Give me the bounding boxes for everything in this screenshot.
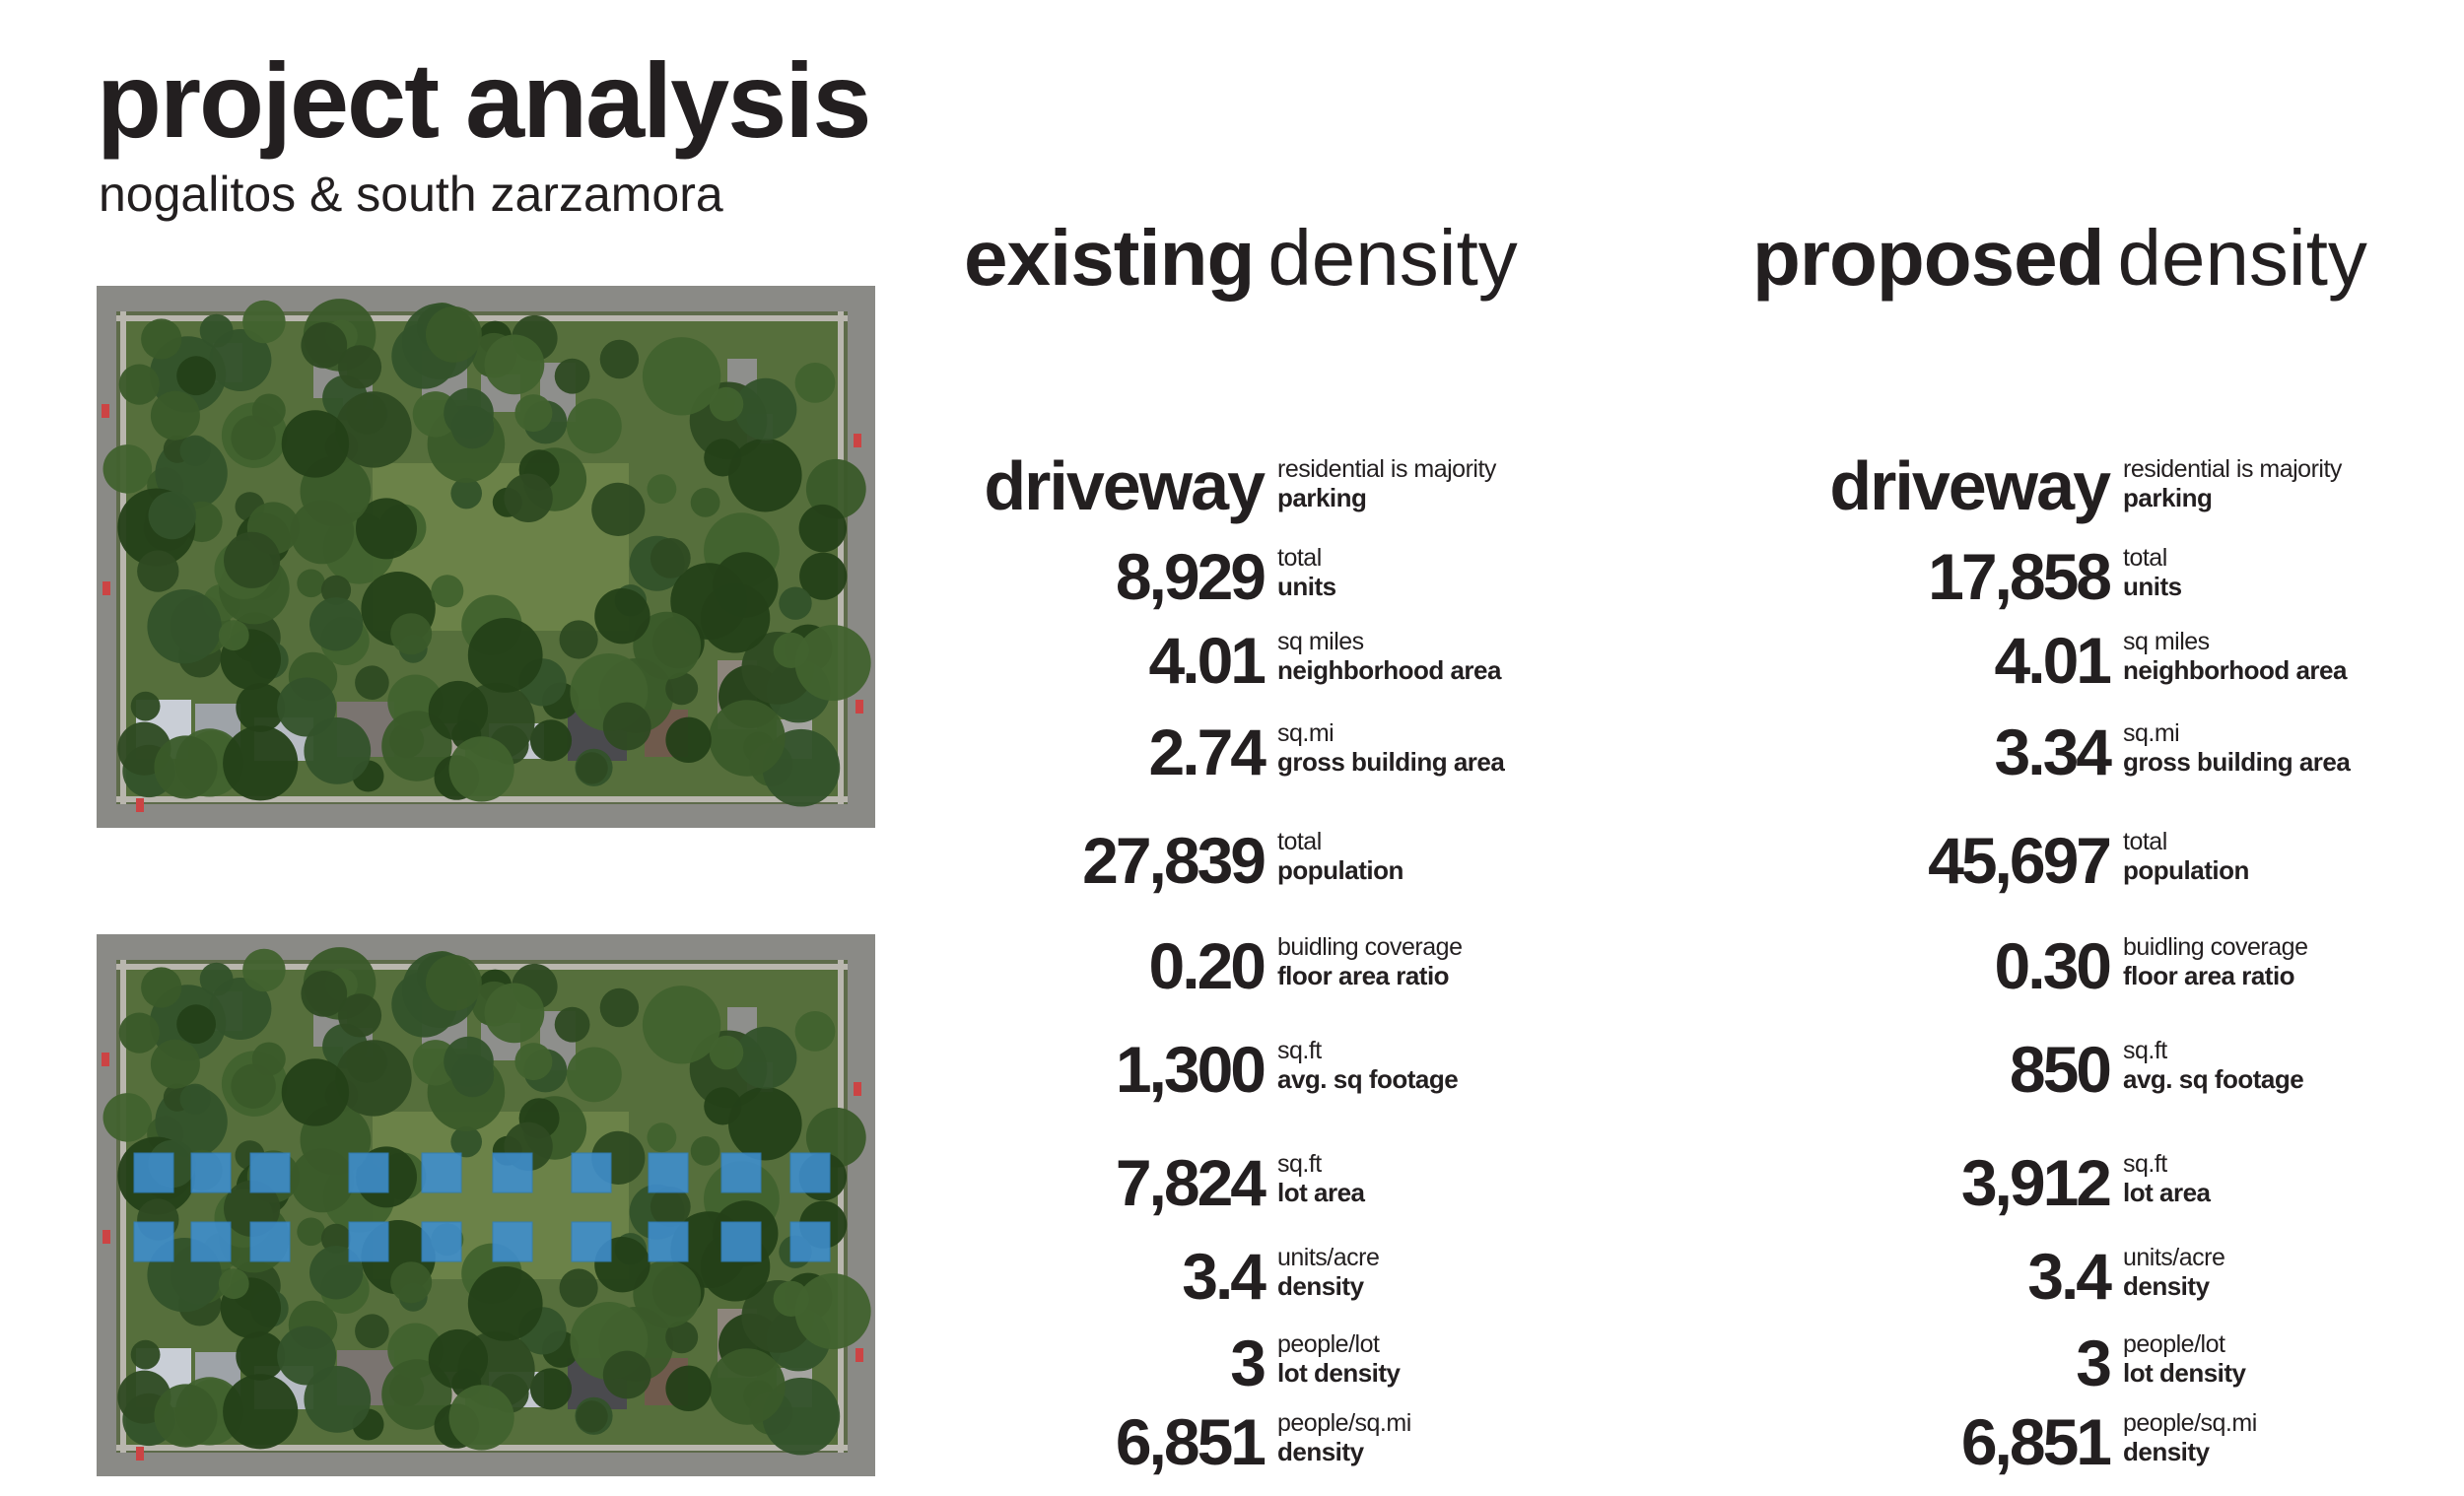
stat-label: density	[1277, 1271, 1364, 1301]
stat-value: 6,851	[1960, 1405, 2112, 1478]
proposed-unit-footprint	[571, 1152, 612, 1193]
proposed-unit-footprint	[720, 1221, 762, 1262]
stat-unit: sq.mi	[2123, 719, 2180, 747]
stat-unit: sq.ft	[2123, 1037, 2167, 1064]
proposed-unit-footprint	[348, 1221, 389, 1262]
stat-label: lot density	[2123, 1358, 2246, 1388]
stat-label: gross building area	[2123, 747, 2351, 777]
existing-density-heading: existing density	[964, 219, 1518, 298]
stat-unit: residential is majority	[1277, 455, 1496, 483]
stat-value: 17,858	[1928, 540, 2112, 613]
stat-value: 0.30	[1994, 929, 2112, 1002]
proposed-unit-footprint	[421, 1221, 462, 1262]
stat-unit: sq.ft	[1277, 1037, 1322, 1064]
stat-value: driveway	[1829, 447, 2111, 524]
proposed-unit-footprint	[133, 1221, 174, 1262]
proposed-unit-footprint	[720, 1152, 762, 1193]
stat-unit: people/sq.mi	[1277, 1409, 1411, 1437]
stat-label: neighborhood area	[2123, 655, 2347, 685]
stat-value: 6,851	[1115, 1405, 1266, 1478]
stat-unit: buidling coverage	[2123, 933, 2308, 961]
stat-label: floor area ratio	[2123, 961, 2295, 990]
proposed-unit-footprint	[249, 1221, 291, 1262]
stat-value: driveway	[984, 447, 1266, 524]
stat-label: population	[1277, 855, 1403, 885]
stat-value: 850	[2009, 1033, 2112, 1106]
stat-value: 3.4	[2027, 1240, 2112, 1313]
stat-value: 27,839	[1082, 824, 1266, 897]
aerial-photo-existing	[97, 286, 875, 828]
stat-value: 3,912	[1960, 1146, 2112, 1219]
stat-value: 4.01	[1994, 624, 2112, 697]
proposed-unit-footprint	[190, 1221, 232, 1262]
stat-value: 1,300	[1115, 1033, 1266, 1106]
stat-value: 0.20	[1148, 929, 1266, 1002]
proposed-unit-footprint	[133, 1152, 174, 1193]
stat-unit: people/sq.mi	[2123, 1409, 2257, 1437]
stat-value: 3.34	[1994, 715, 2112, 788]
existing-heading-regular: density	[1267, 214, 1518, 302]
stat-label: units	[2123, 572, 2182, 601]
proposed-unit-footprint	[421, 1152, 462, 1193]
aerial-image-proposed	[97, 934, 875, 1476]
stat-label: avg. sq footage	[2123, 1064, 2304, 1094]
stat-unit: residential is majority	[2123, 455, 2342, 483]
stat-unit: units/acre	[2123, 1244, 2225, 1271]
stat-value: 3	[1230, 1326, 1266, 1399]
stat-unit: people/lot	[1277, 1330, 1380, 1358]
stat-unit: sq.ft	[2123, 1150, 2167, 1178]
stat-label: gross building area	[1277, 747, 1505, 777]
stat-label: density	[2123, 1271, 2210, 1301]
proposed-unit-footprint	[190, 1152, 232, 1193]
stat-label: lot density	[1277, 1358, 1401, 1388]
proposed-unit-footprint	[648, 1221, 689, 1262]
proposed-unit-footprint	[348, 1152, 389, 1193]
stat-label: lot area	[1277, 1178, 1365, 1207]
proposed-unit-footprint	[249, 1152, 291, 1193]
aerial-photo-proposed	[97, 934, 875, 1476]
page-subtitle: nogalitos & south zarzamora	[99, 167, 723, 222]
stat-unit: sq miles	[1277, 628, 1364, 655]
stat-label: units	[1277, 572, 1336, 601]
proposed-unit-footprint	[492, 1152, 533, 1193]
stat-label: floor area ratio	[1277, 961, 1450, 990]
stat-label: avg. sq footage	[1277, 1064, 1459, 1094]
stat-label: lot area	[2123, 1178, 2211, 1207]
stat-value: 3.4	[1182, 1240, 1266, 1313]
proposed-unit-footprint	[648, 1152, 689, 1193]
stat-label: density	[1277, 1437, 1364, 1466]
stat-value: 4.01	[1148, 624, 1266, 697]
stat-unit: total	[1277, 828, 1322, 855]
stat-value: 2.74	[1148, 715, 1266, 788]
stat-label: parking	[2123, 483, 2213, 512]
existing-heading-bold: existing	[964, 214, 1255, 302]
stat-unit: sq miles	[2123, 628, 2210, 655]
proposed-unit-footprint	[571, 1221, 612, 1262]
stat-unit: total	[2123, 828, 2167, 855]
stat-unit: sq.ft	[1277, 1150, 1322, 1178]
stat-value: 45,697	[1928, 824, 2112, 897]
proposed-density-heading: proposed density	[1752, 219, 2367, 298]
stat-value: 8,929	[1115, 540, 1266, 613]
stat-unit: buidling coverage	[1277, 933, 1463, 961]
stat-label: neighborhood area	[1277, 655, 1501, 685]
page-title: project analysis	[97, 40, 871, 160]
proposed-heading-bold: proposed	[1752, 214, 2104, 302]
stat-unit: people/lot	[2123, 1330, 2225, 1358]
stat-unit: sq.mi	[1277, 719, 1335, 747]
proposed-heading-regular: density	[2117, 214, 2367, 302]
proposed-unit-footprint	[789, 1152, 831, 1193]
stat-unit: total	[1277, 544, 1322, 572]
proposed-unit-footprint	[789, 1221, 831, 1262]
stat-value: 7,824	[1115, 1146, 1266, 1219]
stat-label: population	[2123, 855, 2249, 885]
proposed-unit-footprint	[492, 1221, 533, 1262]
stat-value: 3	[2076, 1326, 2112, 1399]
aerial-image-existing	[97, 286, 875, 828]
stat-unit: total	[2123, 544, 2167, 572]
stat-label: parking	[1277, 483, 1367, 512]
stat-unit: units/acre	[1277, 1244, 1380, 1271]
stat-label: density	[2123, 1437, 2210, 1466]
